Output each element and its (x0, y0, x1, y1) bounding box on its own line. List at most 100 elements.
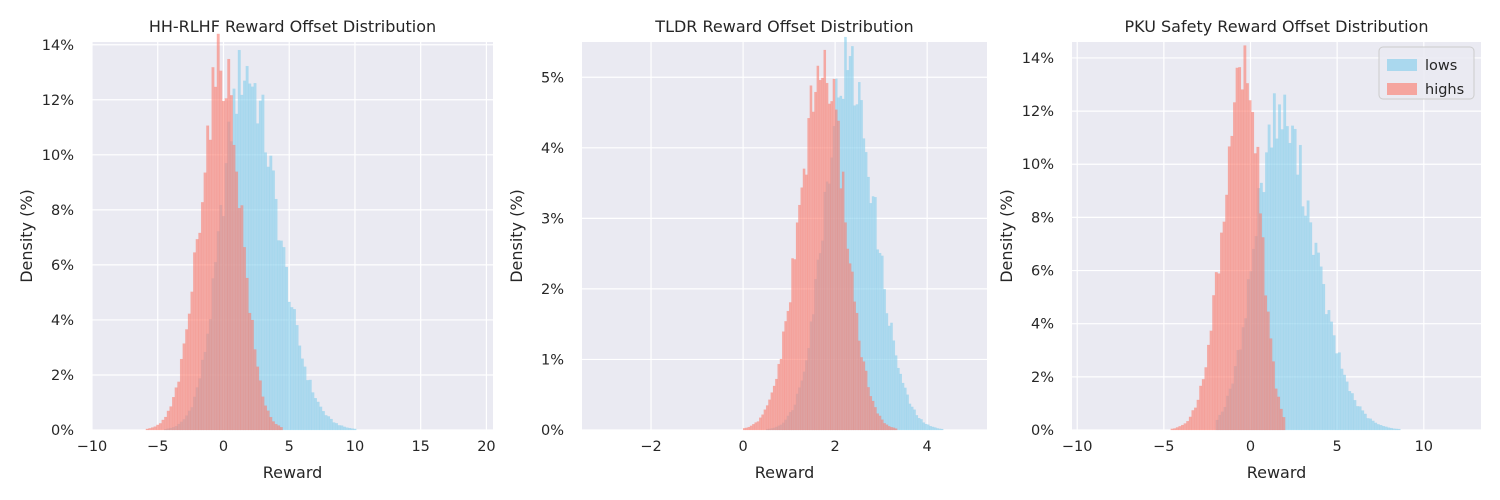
histogram-bar (1319, 266, 1323, 431)
y-tick-label: 5% (541, 70, 564, 86)
histogram-bar (1266, 311, 1270, 431)
histogram-bar (920, 419, 923, 431)
histogram-bar (261, 396, 265, 431)
histogram-bar (1340, 368, 1344, 431)
histogram-bar (350, 428, 354, 431)
y-tick-label: 10% (1022, 157, 1054, 173)
histogram-bar (782, 331, 785, 431)
histogram-bar (745, 427, 748, 431)
histogram-bar (206, 125, 210, 431)
histogram-bar (901, 382, 905, 431)
chart-panel-3: −10 −5 0 5 10 0% 2% 4% 6% 8% 10% 12% 14% PKU Safety R… (997, 17, 1481, 482)
histogram-bar (1173, 428, 1177, 431)
histogram-bar (1335, 353, 1339, 431)
histogram-bar (940, 428, 944, 431)
histogram-bar (271, 170, 275, 431)
histogram-bar (227, 58, 231, 431)
x-tick-label: 15 (411, 439, 429, 455)
histogram-bar (266, 410, 270, 431)
histogram-bar (1233, 102, 1236, 431)
histogram-bar (156, 424, 160, 431)
x-tick-label: 5 (1333, 439, 1342, 455)
histogram-bar (825, 82, 829, 431)
histogram-bar (784, 321, 787, 431)
x-tick-label: 0 (1246, 439, 1255, 455)
chart-title: PKU Safety Reward Offset Distribution (1125, 17, 1429, 36)
histogram-bar (906, 394, 909, 431)
histogram-bar (878, 252, 882, 431)
y-tick-label: 8% (51, 203, 74, 219)
histogram-bar (1345, 381, 1349, 431)
histogram-bar (337, 425, 341, 431)
histogram-bar (237, 207, 241, 431)
histogram-bar (290, 307, 294, 431)
histogram-bar (266, 166, 270, 431)
x-tick-label: −2 (640, 439, 661, 455)
x-tick-label: −5 (1153, 439, 1174, 455)
histogram-bar (844, 222, 847, 431)
histogram-bar (1384, 426, 1388, 431)
y-tick-label: 14% (1022, 51, 1054, 67)
histogram-bar (269, 155, 273, 431)
histogram-bar (208, 139, 212, 431)
histogram-bar (1350, 393, 1354, 431)
histogram-bar (295, 325, 299, 431)
histogram-bar (1194, 407, 1197, 431)
histogram-bar (1186, 421, 1190, 431)
histogram-bar (308, 379, 312, 431)
y-tick-label: 0% (1031, 423, 1054, 439)
histogram-bar (772, 385, 776, 431)
histogram-bar (1256, 146, 1260, 431)
histogram-bar (1274, 388, 1278, 431)
histogram-bar (235, 171, 239, 431)
histogram-bar (314, 398, 317, 431)
histogram-bar (1337, 352, 1341, 431)
histogram-bar (1309, 222, 1313, 431)
histogram-bar (277, 425, 281, 431)
y-tick-label: 4% (51, 313, 74, 329)
histogram-bar (1376, 424, 1380, 431)
histogram-bar (1361, 410, 1365, 431)
x-tick-label: 0 (219, 439, 228, 455)
histogram-bar (1238, 67, 1242, 431)
histogram-bar (1296, 174, 1300, 431)
x-tick-label: 20 (477, 439, 495, 455)
histogram-bar (324, 415, 328, 431)
histogram-bar (883, 423, 886, 431)
histogram-bar (904, 387, 907, 431)
histogram-bar (287, 301, 291, 431)
histogram-bar (1201, 379, 1205, 431)
y-tick-label: 6% (1031, 264, 1054, 280)
histogram-bar (1389, 427, 1393, 431)
legend-swatch-lows (1387, 59, 1417, 71)
series-highs (145, 33, 283, 431)
histogram-bar (1204, 367, 1208, 431)
histogram-bar (200, 202, 204, 431)
histogram-bar (1227, 146, 1231, 431)
histogram-bar (791, 258, 794, 431)
x-tick-label: 10 (346, 439, 364, 455)
histogram-bar (894, 355, 898, 431)
histogram-bar (293, 309, 296, 431)
histogram-bar (1217, 273, 1221, 431)
histogram-bar (1246, 83, 1249, 431)
histogram-bar (910, 406, 914, 431)
histogram-bar (814, 91, 817, 431)
x-axis-label: Reward (1247, 463, 1307, 482)
histogram-bar (1298, 144, 1302, 431)
chart-title: TLDR Reward Offset Distribution (654, 17, 913, 36)
histogram-bar (342, 426, 346, 431)
histogram-bar (869, 396, 873, 431)
histogram-bar (1291, 125, 1294, 431)
histogram-bar (279, 240, 283, 431)
histogram-bar (839, 188, 843, 431)
y-axis-label: Density (%) (17, 189, 36, 283)
histogram-bar (876, 249, 879, 431)
histogram-bar (880, 255, 884, 431)
histogram-bar (933, 427, 937, 431)
histogram-bar (1278, 104, 1281, 431)
series-highs (742, 49, 898, 431)
x-axis-label: Reward (755, 463, 815, 482)
y-tick-label: 14% (42, 38, 74, 54)
histogram-bar (1285, 126, 1289, 431)
